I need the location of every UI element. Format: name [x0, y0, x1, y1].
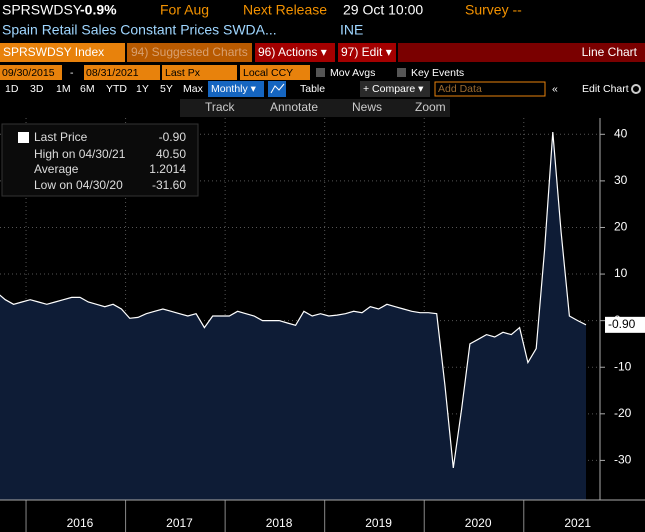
- legend-value: -31.60: [152, 178, 186, 192]
- edit-chart[interactable]: Edit Chart: [582, 83, 629, 95]
- legend-label: Low on 04/30/20: [34, 178, 123, 192]
- edit: 97) Edit ▾: [341, 45, 392, 59]
- tool-button[interactable]: Zoom: [415, 100, 446, 114]
- range-button[interactable]: 5Y: [160, 83, 173, 95]
- range-button[interactable]: 1D: [5, 83, 19, 95]
- chart-kind: Line Chart: [582, 45, 638, 59]
- period: For Aug: [160, 2, 209, 18]
- range-button[interactable]: 1M: [56, 83, 71, 95]
- ticker: SPRSWDSY: [2, 2, 83, 18]
- release-label: Next Release: [243, 2, 327, 18]
- legend-label: Average: [34, 162, 79, 176]
- actions-button[interactable]: [255, 43, 335, 62]
- currency: Local CCY: [243, 67, 293, 79]
- y-tick-label: 30: [614, 173, 628, 187]
- description: Spain Retail Sales Constant Prices SWDA.…: [2, 22, 277, 38]
- x-tick-label: 2020: [465, 516, 492, 530]
- y-tick-label: -30: [614, 453, 632, 467]
- chart-icon[interactable]: [268, 81, 286, 97]
- y-tick-label: -20: [614, 406, 632, 420]
- suggested: 94) Suggested Charts: [131, 45, 248, 59]
- legend-swatch: [18, 132, 29, 143]
- legend-label: Last Price: [34, 130, 88, 144]
- add-data-box[interactable]: [434, 81, 546, 97]
- chart-icon-line: [270, 83, 285, 94]
- x-tick-label: 2018: [266, 516, 293, 530]
- compare: + Compare ▾: [363, 83, 424, 95]
- table[interactable]: Table: [300, 83, 325, 95]
- x-tick-label: 2019: [365, 516, 392, 530]
- checkbox[interactable]: [397, 68, 406, 77]
- edit-button[interactable]: [338, 43, 396, 62]
- y-tick-label: -10: [614, 359, 632, 373]
- start-date: 09/30/2015: [2, 67, 55, 79]
- security: SPRSWDSY Index: [3, 45, 104, 59]
- currency-box[interactable]: [240, 65, 310, 80]
- legend-value: 40.50: [156, 147, 186, 161]
- last-value-label: -0.90: [608, 317, 636, 331]
- plot: [0, 118, 600, 500]
- add-data: Add Data: [438, 83, 482, 95]
- mov-avgs: Mov Avgs: [330, 67, 375, 79]
- area: [0, 132, 586, 500]
- survey: Survey --: [465, 2, 522, 18]
- range-button[interactable]: 6M: [80, 83, 95, 95]
- tool-button[interactable]: Annotate: [270, 100, 318, 114]
- key-events: Key Events: [411, 67, 464, 79]
- collapse[interactable]: «: [552, 83, 558, 95]
- tool-button[interactable]: News: [352, 100, 382, 114]
- y-tick-label: 40: [614, 126, 628, 140]
- last-value-tag: [605, 316, 645, 333]
- security-box[interactable]: [0, 43, 125, 62]
- x-tick-label: 2017: [166, 516, 193, 530]
- release: 29 Oct 10:00: [343, 2, 423, 18]
- range-button[interactable]: 1Y: [136, 83, 149, 95]
- suggested-button[interactable]: [127, 43, 252, 62]
- x-tick-label: 2021: [564, 516, 591, 530]
- field: Last Px: [165, 67, 201, 79]
- actions: 96) Actions ▾: [258, 45, 327, 59]
- legend-label: High on 04/30/21: [34, 147, 126, 161]
- range-button[interactable]: YTD: [106, 83, 127, 95]
- checkbox[interactable]: [316, 68, 325, 77]
- source: INE: [340, 22, 363, 38]
- title-bar: [398, 43, 645, 62]
- y-tick-label: 20: [614, 220, 628, 234]
- end-box[interactable]: [84, 65, 160, 80]
- change: -0.9%: [80, 2, 117, 18]
- dash: -: [70, 67, 74, 79]
- legend-value: 1.2014: [149, 162, 186, 176]
- tool-button[interactable]: Track: [205, 100, 236, 114]
- tools-bar: [180, 99, 450, 117]
- x-tick-label: 2016: [67, 516, 94, 530]
- start-box[interactable]: [0, 65, 62, 80]
- gear-icon[interactable]: [631, 84, 641, 94]
- range-button[interactable]: Max: [183, 83, 204, 95]
- compare-button[interactable]: [360, 81, 430, 97]
- legend-box: [1, 123, 199, 197]
- legend-value: -0.90: [159, 130, 187, 144]
- line: [0, 131, 587, 468]
- end-date: 08/31/2021: [86, 67, 139, 79]
- frequency: Monthly ▾: [211, 83, 257, 95]
- field-box[interactable]: [162, 65, 237, 80]
- frequency-button[interactable]: [208, 81, 264, 97]
- y-tick-label: 10: [614, 266, 628, 280]
- range-button[interactable]: 3D: [30, 83, 44, 95]
